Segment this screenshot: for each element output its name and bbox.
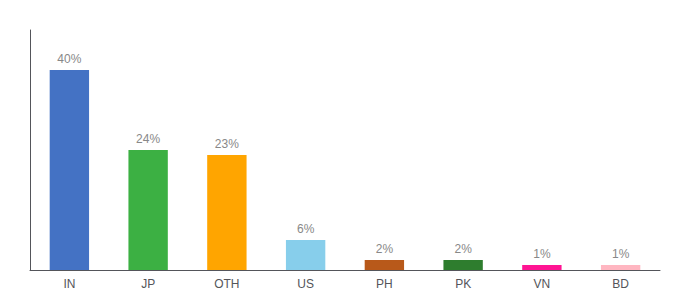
svg-text:VN: VN — [534, 277, 551, 291]
svg-text:JP: JP — [141, 277, 155, 291]
svg-text:IN: IN — [63, 277, 75, 291]
svg-text:OTH: OTH — [214, 277, 239, 291]
svg-text:2%: 2% — [376, 242, 394, 256]
svg-text:24%: 24% — [136, 132, 160, 146]
svg-text:1%: 1% — [612, 247, 630, 261]
svg-text:23%: 23% — [215, 137, 239, 151]
svg-text:US: US — [297, 277, 314, 291]
svg-text:PH: PH — [376, 277, 393, 291]
svg-text:BD: BD — [612, 277, 629, 291]
svg-text:PK: PK — [455, 277, 471, 291]
svg-text:1%: 1% — [533, 247, 551, 261]
svg-text:40%: 40% — [57, 52, 81, 66]
svg-text:6%: 6% — [297, 222, 315, 236]
svg-text:2%: 2% — [454, 242, 472, 256]
